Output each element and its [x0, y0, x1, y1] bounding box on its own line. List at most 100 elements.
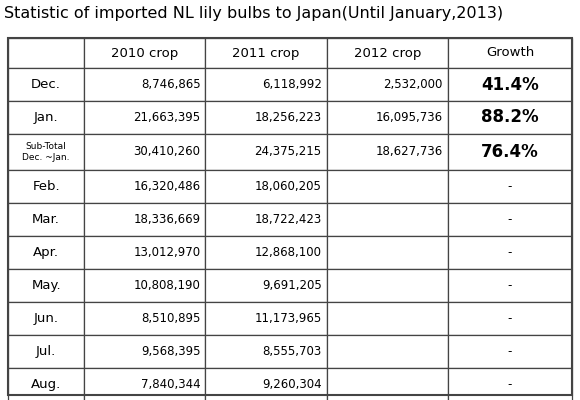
Bar: [327, 302, 448, 335]
Text: 18,060,205: 18,060,205: [255, 180, 322, 193]
Bar: [327, 38, 448, 68]
Text: 10,808,190: 10,808,190: [133, 279, 201, 292]
Text: 21,663,395: 21,663,395: [133, 111, 201, 124]
Text: 18,722,423: 18,722,423: [255, 213, 322, 226]
Text: Jan.: Jan.: [34, 111, 59, 124]
Bar: [8, 38, 572, 395]
Bar: [448, 101, 572, 134]
Bar: [327, 170, 448, 203]
Bar: [84, 203, 205, 236]
Bar: [84, 368, 205, 400]
Bar: [448, 38, 572, 68]
Text: 11,173,965: 11,173,965: [255, 312, 322, 325]
Bar: [205, 134, 327, 170]
Text: Mar.: Mar.: [32, 213, 60, 226]
Text: 24,375,215: 24,375,215: [255, 146, 322, 158]
Bar: [448, 368, 572, 400]
Text: 12,868,100: 12,868,100: [255, 246, 322, 259]
Text: Growth: Growth: [486, 46, 534, 60]
Bar: [8, 68, 84, 101]
Text: 16,095,736: 16,095,736: [376, 111, 443, 124]
Text: Aug.: Aug.: [31, 378, 61, 391]
Text: 2011 crop: 2011 crop: [233, 46, 300, 60]
Text: -: -: [508, 180, 512, 193]
Bar: [8, 134, 84, 170]
Text: 9,691,205: 9,691,205: [262, 279, 322, 292]
Text: -: -: [508, 312, 512, 325]
Bar: [327, 335, 448, 368]
Bar: [448, 302, 572, 335]
Bar: [84, 170, 205, 203]
Bar: [448, 335, 572, 368]
Text: -: -: [508, 378, 512, 391]
Bar: [8, 302, 84, 335]
Text: -: -: [508, 246, 512, 259]
Bar: [8, 170, 84, 203]
Bar: [327, 269, 448, 302]
Bar: [8, 203, 84, 236]
Text: Dec.: Dec.: [31, 78, 61, 91]
Text: -: -: [508, 279, 512, 292]
Text: 2012 crop: 2012 crop: [354, 46, 421, 60]
Bar: [84, 134, 205, 170]
Bar: [205, 203, 327, 236]
Text: -: -: [508, 345, 512, 358]
Bar: [448, 269, 572, 302]
Text: 6,118,992: 6,118,992: [262, 78, 322, 91]
Bar: [205, 335, 327, 368]
Bar: [8, 269, 84, 302]
Text: Jun.: Jun.: [34, 312, 59, 325]
Text: 8,510,895: 8,510,895: [141, 312, 201, 325]
Text: 18,336,669: 18,336,669: [133, 213, 201, 226]
Bar: [327, 68, 448, 101]
Bar: [205, 368, 327, 400]
Text: 9,568,395: 9,568,395: [141, 345, 201, 358]
Text: 18,627,736: 18,627,736: [376, 146, 443, 158]
Bar: [448, 203, 572, 236]
Text: 18,256,223: 18,256,223: [255, 111, 322, 124]
Text: Sub-Total
Dec. ~Jan.: Sub-Total Dec. ~Jan.: [22, 142, 70, 162]
Bar: [84, 101, 205, 134]
Text: 2010 crop: 2010 crop: [111, 46, 179, 60]
Bar: [327, 203, 448, 236]
Text: 13,012,970: 13,012,970: [133, 246, 201, 259]
Text: -: -: [508, 213, 512, 226]
Bar: [8, 368, 84, 400]
Bar: [8, 38, 84, 68]
Bar: [448, 170, 572, 203]
Bar: [84, 335, 205, 368]
Text: Jul.: Jul.: [36, 345, 56, 358]
Bar: [327, 101, 448, 134]
Text: 30,410,260: 30,410,260: [133, 146, 201, 158]
Text: May.: May.: [31, 279, 61, 292]
Bar: [8, 101, 84, 134]
Bar: [205, 38, 327, 68]
Bar: [448, 236, 572, 269]
Bar: [84, 269, 205, 302]
Bar: [84, 68, 205, 101]
Bar: [205, 302, 327, 335]
Bar: [448, 68, 572, 101]
Text: 7,840,344: 7,840,344: [141, 378, 201, 391]
Text: Apr.: Apr.: [33, 246, 59, 259]
Bar: [84, 236, 205, 269]
Text: 8,746,865: 8,746,865: [141, 78, 201, 91]
Text: 8,555,703: 8,555,703: [262, 345, 322, 358]
Text: 41.4%: 41.4%: [481, 76, 539, 94]
Bar: [205, 68, 327, 101]
Text: 76.4%: 76.4%: [481, 143, 539, 161]
Text: 2,532,000: 2,532,000: [383, 78, 443, 91]
Bar: [205, 236, 327, 269]
Bar: [205, 170, 327, 203]
Bar: [84, 38, 205, 68]
Text: 9,260,304: 9,260,304: [262, 378, 322, 391]
Bar: [205, 269, 327, 302]
Bar: [205, 101, 327, 134]
Bar: [327, 134, 448, 170]
Text: Statistic of imported NL lily bulbs to Japan(Until January,2013): Statistic of imported NL lily bulbs to J…: [4, 6, 503, 21]
Text: 88.2%: 88.2%: [481, 108, 539, 126]
Bar: [327, 236, 448, 269]
Text: 16,320,486: 16,320,486: [133, 180, 201, 193]
Bar: [448, 134, 572, 170]
Text: Feb.: Feb.: [32, 180, 60, 193]
